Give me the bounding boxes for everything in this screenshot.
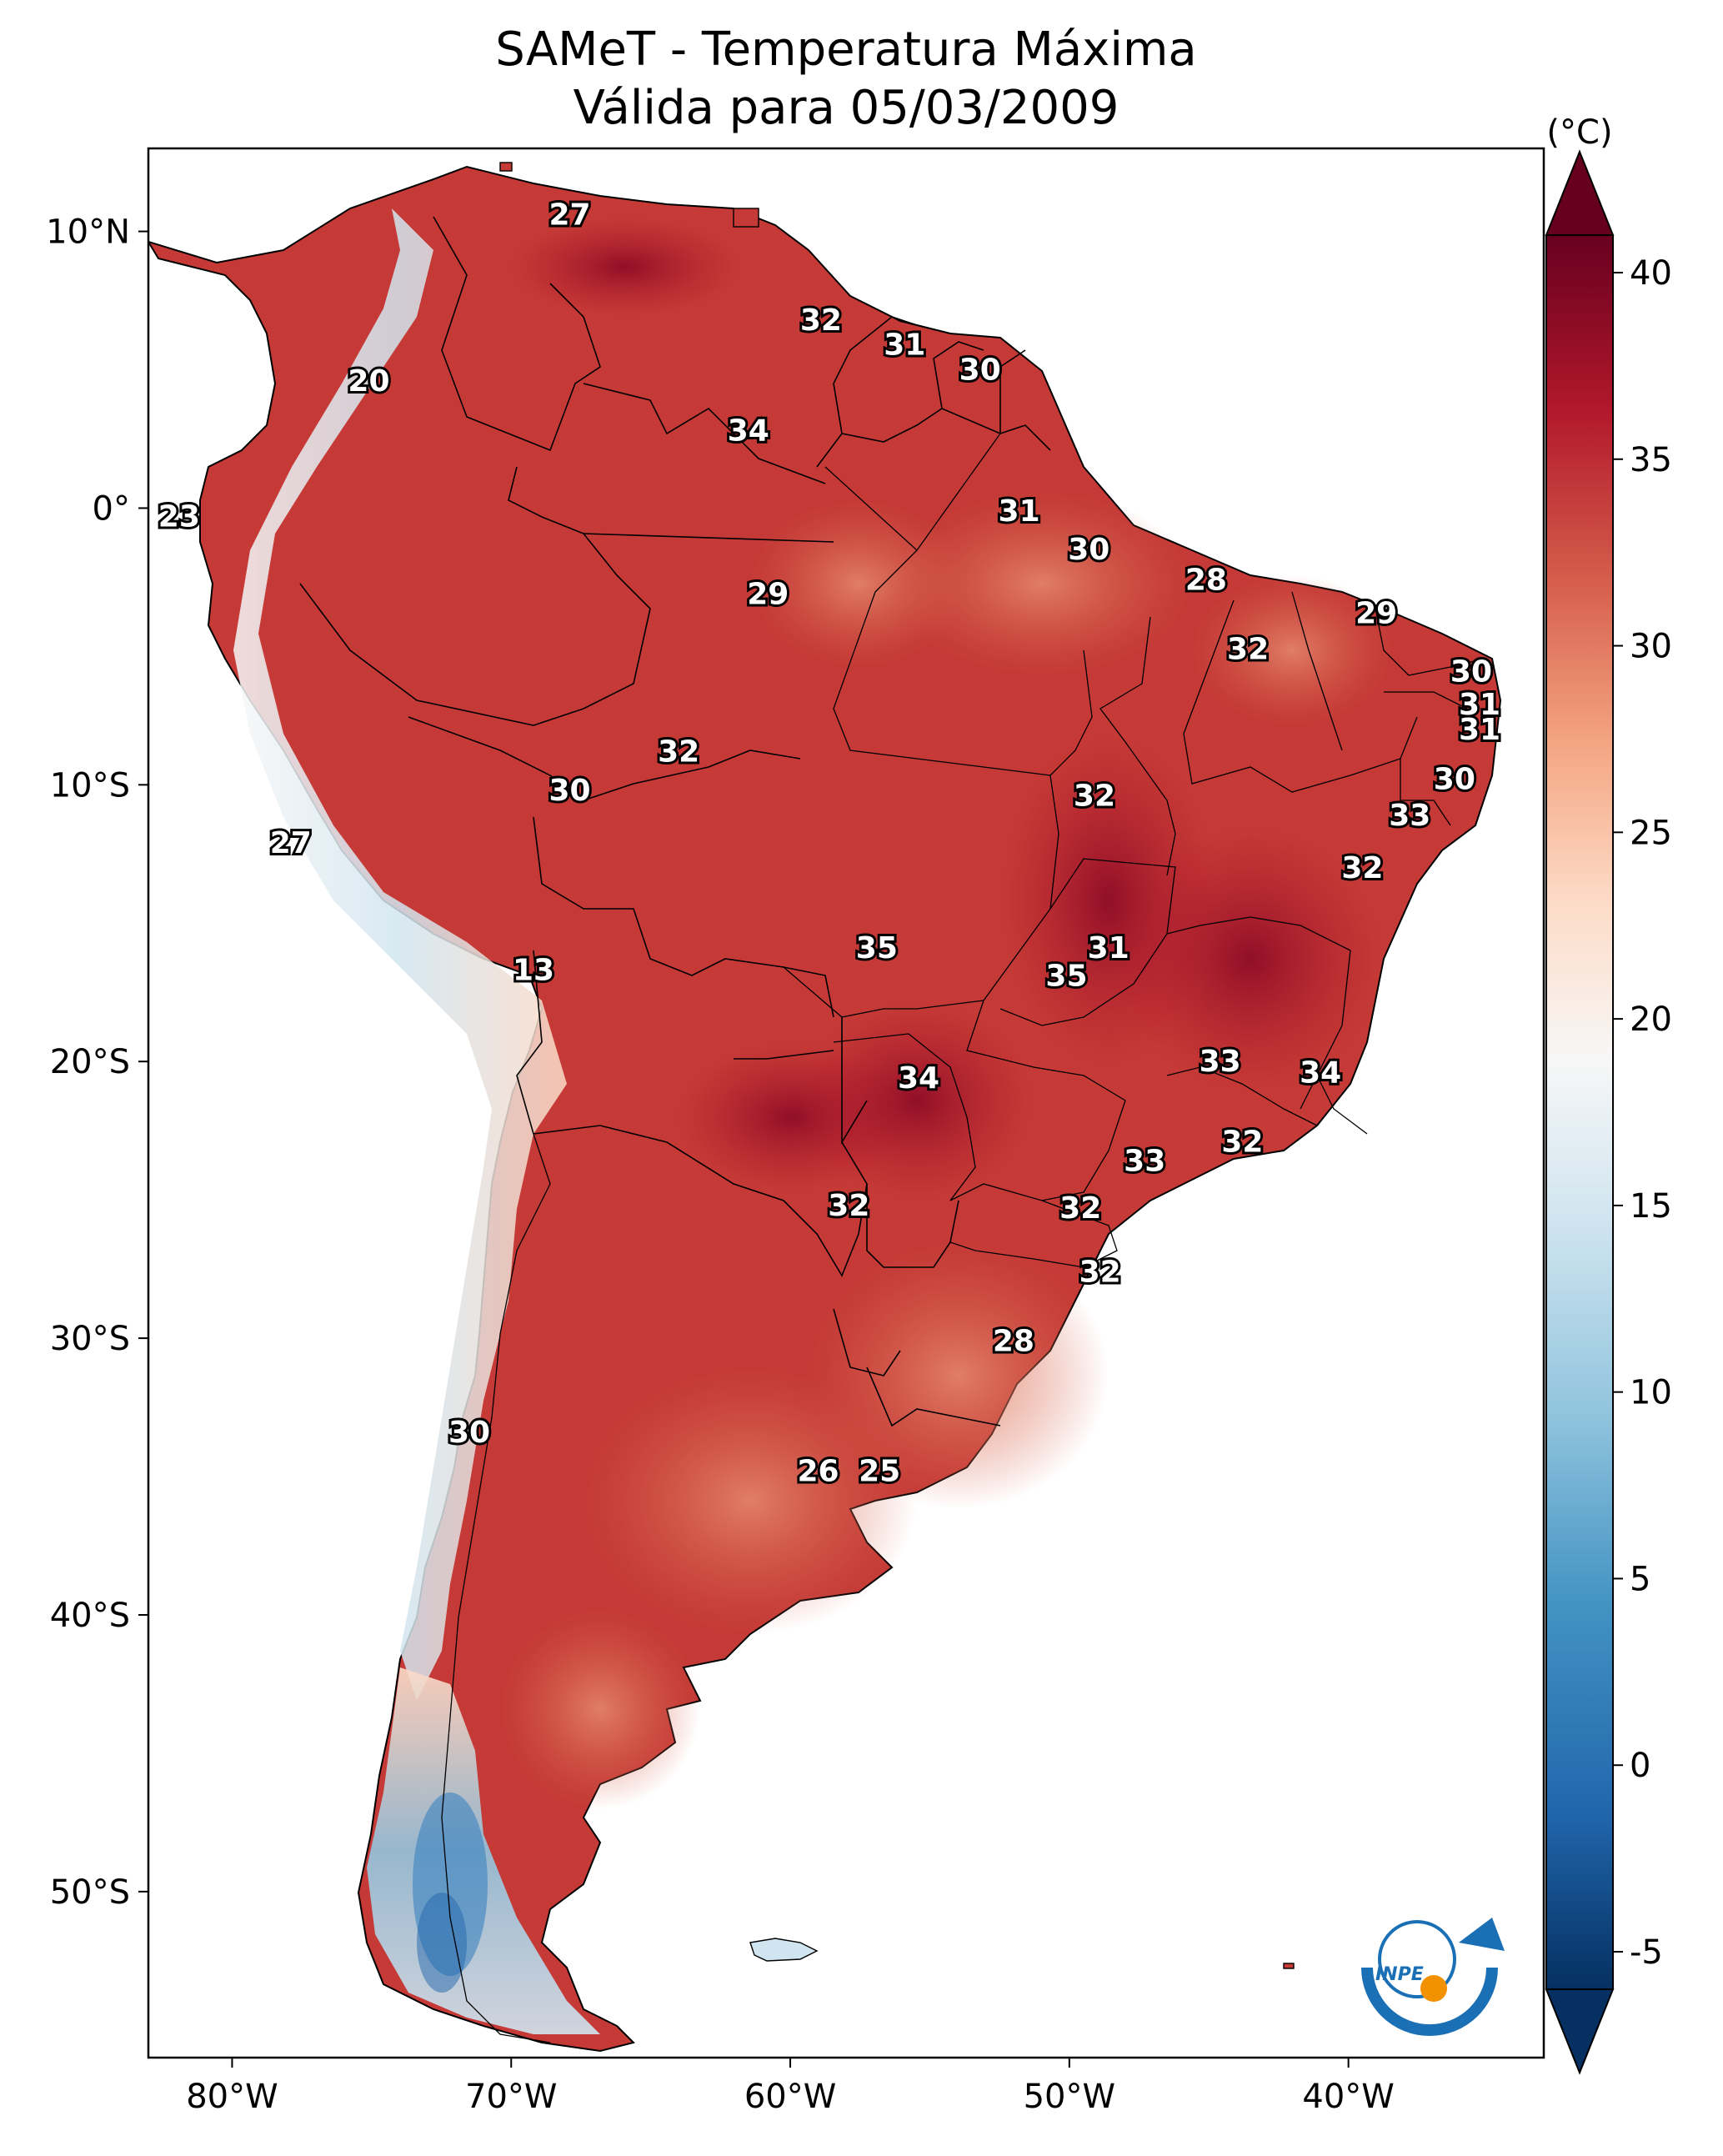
station-temperature-label: 31 <box>1459 713 1500 747</box>
colorbar-tick-label: 20 <box>1630 1000 1672 1039</box>
station-temperature-label: 27 <box>548 198 590 233</box>
lat-tick-label: 50°S <box>50 1873 130 1912</box>
station-temperature-label: 20 <box>348 364 389 399</box>
lat-tick-label: 40°S <box>50 1597 130 1635</box>
station-temperature-label: 31 <box>999 494 1040 529</box>
map-title-line1: SAMeT - Temperatura Máxima <box>495 23 1197 77</box>
lat-tick-label: 0° <box>93 489 130 528</box>
station-temperature-label: 30 <box>959 353 1001 388</box>
colorbar-top-extension <box>1545 149 1615 236</box>
andes-borders <box>441 1133 734 2043</box>
station-temperature-label: 29 <box>1355 597 1397 631</box>
colorbar-tick-label: 0 <box>1630 1747 1650 1785</box>
station-temperature-label: 30 <box>548 774 590 808</box>
inpe-logo-text: INPE <box>1375 1964 1424 1985</box>
station-temperature-label: 32 <box>1074 780 1115 814</box>
station-temperature-label: 32 <box>658 735 699 770</box>
lat-tick-label: 10°N <box>46 213 130 252</box>
lat-tick-label: 10°S <box>50 766 130 805</box>
station-temperature-label: 35 <box>856 931 898 965</box>
station-temperature-label: 34 <box>898 1061 939 1096</box>
station-temperature-label: 32 <box>1079 1255 1121 1289</box>
inpe-logo-dot-icon <box>1420 1975 1447 2002</box>
temperature-shading <box>233 208 1392 2034</box>
lon-tick-label: 50°W <box>1024 2078 1115 2116</box>
station-temperature-label: 32 <box>828 1189 869 1223</box>
station-temperature-label: 28 <box>993 1324 1034 1358</box>
inpe-logo-arc-icon <box>1361 1967 1498 2036</box>
map-axes: 80°W 70°W 60°W 50°W 40°W 10°N 0° 10°S 20°S 30°S 40… <box>46 213 1395 2116</box>
colorbar-tick-label: 15 <box>1630 1187 1672 1226</box>
station-temperature-label: 13 <box>513 954 554 988</box>
station-temperature-label: 33 <box>1389 799 1430 833</box>
map-title-line2: Válida para 05/03/2009 <box>573 81 1119 135</box>
colorbar-gradient <box>1545 234 1614 1990</box>
lat-tick-label: 30°S <box>50 1320 130 1358</box>
station-temperature-label: 32 <box>1221 1125 1263 1159</box>
colorbar-unit-label: (°C) <box>1546 113 1612 152</box>
inpe-logo: INPE <box>1361 1918 1505 2036</box>
station-temperature-label: 25 <box>859 1454 900 1488</box>
station-temperature-label: 33 <box>1200 1045 1241 1079</box>
station-temperature-label: 32 <box>1227 633 1269 667</box>
colorbar-tick-label: 35 <box>1630 441 1672 479</box>
colorbar-tick-label: 5 <box>1630 1560 1650 1598</box>
station-temperature-label: 34 <box>728 414 769 449</box>
lon-tick-label: 80°W <box>186 2078 278 2116</box>
lon-tick-label: 40°W <box>1302 2078 1394 2116</box>
station-temperature-label: 31 <box>1088 931 1129 965</box>
station-temperature-label: 28 <box>1185 564 1227 598</box>
inpe-logo-arrow-icon <box>1459 1918 1505 1951</box>
station-temperature-label: 32 <box>1341 851 1383 885</box>
colorbar-tick-label: 30 <box>1630 628 1672 666</box>
station-temperature-label: 32 <box>1059 1191 1101 1226</box>
station-temperature-label: 33 <box>1124 1145 1165 1179</box>
country-borders <box>299 216 1051 1427</box>
lon-tick-label: 60°W <box>744 2078 836 2116</box>
colorbar: (°C) 40 35 30 25 20 15 10 5 0 -5 <box>1545 113 1672 2075</box>
station-temperature-label: 31 <box>1459 688 1500 722</box>
station-temperature-label: 30 <box>448 1416 490 1450</box>
colorbar-tick-label: -5 <box>1630 1933 1663 1972</box>
inpe-logo-loop-icon <box>1378 1920 1456 1998</box>
colorbar-tick-label: 40 <box>1630 254 1672 293</box>
station-temperature-label: 30 <box>1068 533 1109 567</box>
station-temperature-label: 30 <box>1434 763 1475 797</box>
colorbar-bottom-extension <box>1545 1988 1615 2075</box>
lon-tick-label: 70°W <box>465 2078 557 2116</box>
station-temperature-label: 26 <box>797 1454 839 1488</box>
station-temperature-label: 30 <box>1450 654 1492 689</box>
station-temperature-label: 29 <box>747 577 789 611</box>
station-temperature-label: 34 <box>1300 1055 1341 1090</box>
station-temperature-label: 23 <box>158 499 200 534</box>
islands <box>499 162 1295 1969</box>
colorbar-ticks: 40 35 30 25 20 15 10 5 0 -5 <box>1613 254 1672 1972</box>
colorbar-tick-label: 25 <box>1630 814 1672 852</box>
station-temperature-label: 32 <box>800 303 842 338</box>
map-frame <box>147 147 1545 2059</box>
station-temperature-label: 31 <box>884 328 925 363</box>
station-temperature-label: 35 <box>1045 959 1087 993</box>
state-borders <box>783 433 1485 1268</box>
station-temperature-label: 27 <box>270 826 312 860</box>
colorbar-tick-label: 10 <box>1630 1374 1672 1412</box>
lat-tick-label: 20°S <box>50 1043 130 1081</box>
